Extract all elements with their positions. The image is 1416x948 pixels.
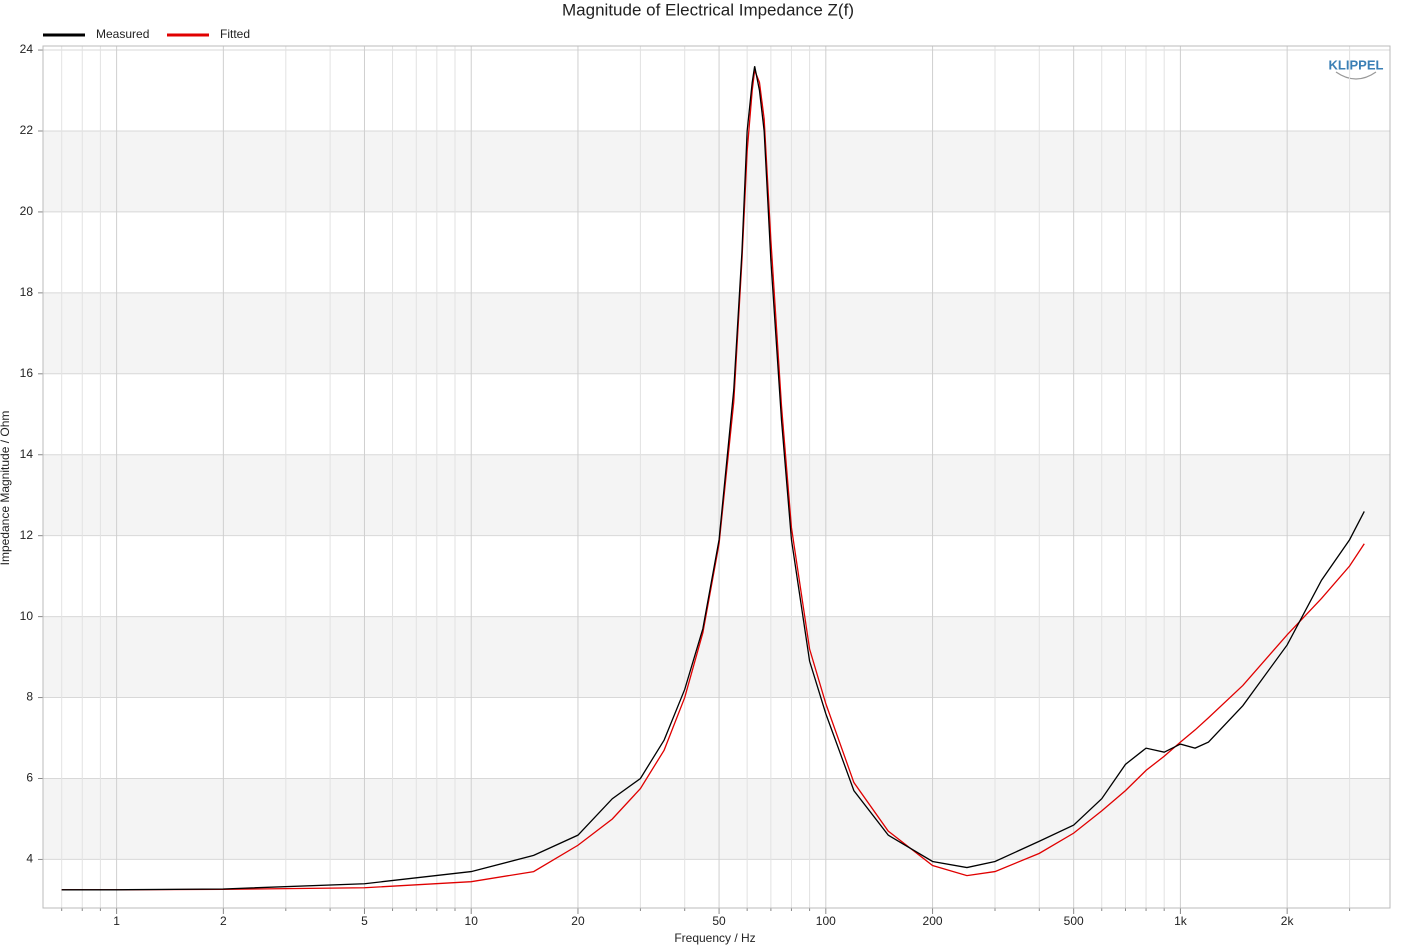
- plot-background: [43, 46, 1390, 908]
- logo-swoosh: [1335, 71, 1377, 80]
- y-tick-label: 24: [20, 42, 34, 56]
- x-tick-label: 50: [712, 914, 726, 928]
- x-tick-label: 1: [113, 914, 120, 928]
- logo: KLIPPEL: [1329, 57, 1384, 72]
- y-tick-label: 16: [20, 366, 34, 380]
- band: [43, 616, 1390, 698]
- data-line: [61, 66, 1365, 891]
- plot-frame: [42, 45, 1391, 909]
- x-tick-label: 500: [1064, 914, 1084, 928]
- band: [43, 292, 1390, 374]
- y-tick-label: 22: [20, 123, 34, 137]
- chart-title: Magnitude of Electrical Impedance Z(f): [562, 0, 854, 19]
- x-tick-label: 200: [923, 914, 943, 928]
- y-tick-label: 20: [20, 204, 34, 218]
- data-line: [61, 70, 1365, 891]
- legend-label: Measured: [96, 27, 149, 41]
- y-tick-label: 18: [20, 285, 34, 299]
- y-tick-label: 14: [20, 447, 34, 461]
- x-tick-label: 5: [361, 914, 368, 928]
- x-tick-label: 1k: [1174, 914, 1188, 928]
- x-axis-label: Frequency / Hz: [674, 931, 755, 945]
- y-tick-label: 4: [26, 852, 33, 866]
- y-tick-label: 10: [20, 609, 34, 623]
- legend-label: Fitted: [220, 27, 250, 41]
- x-tick-label: 20: [571, 914, 585, 928]
- y-tick-label: 12: [20, 528, 34, 542]
- x-tick-label: 2k: [1281, 914, 1295, 928]
- band: [43, 778, 1390, 860]
- y-tick-label: 8: [26, 690, 33, 704]
- band: [43, 454, 1390, 536]
- band: [43, 130, 1390, 212]
- x-tick-label: 100: [816, 914, 836, 928]
- y-axis-label: Impedance Magnitude / Ohm: [0, 411, 12, 566]
- y-tick-label: 6: [26, 771, 33, 785]
- x-tick-label: 10: [465, 914, 479, 928]
- x-tick-label: 2: [220, 914, 227, 928]
